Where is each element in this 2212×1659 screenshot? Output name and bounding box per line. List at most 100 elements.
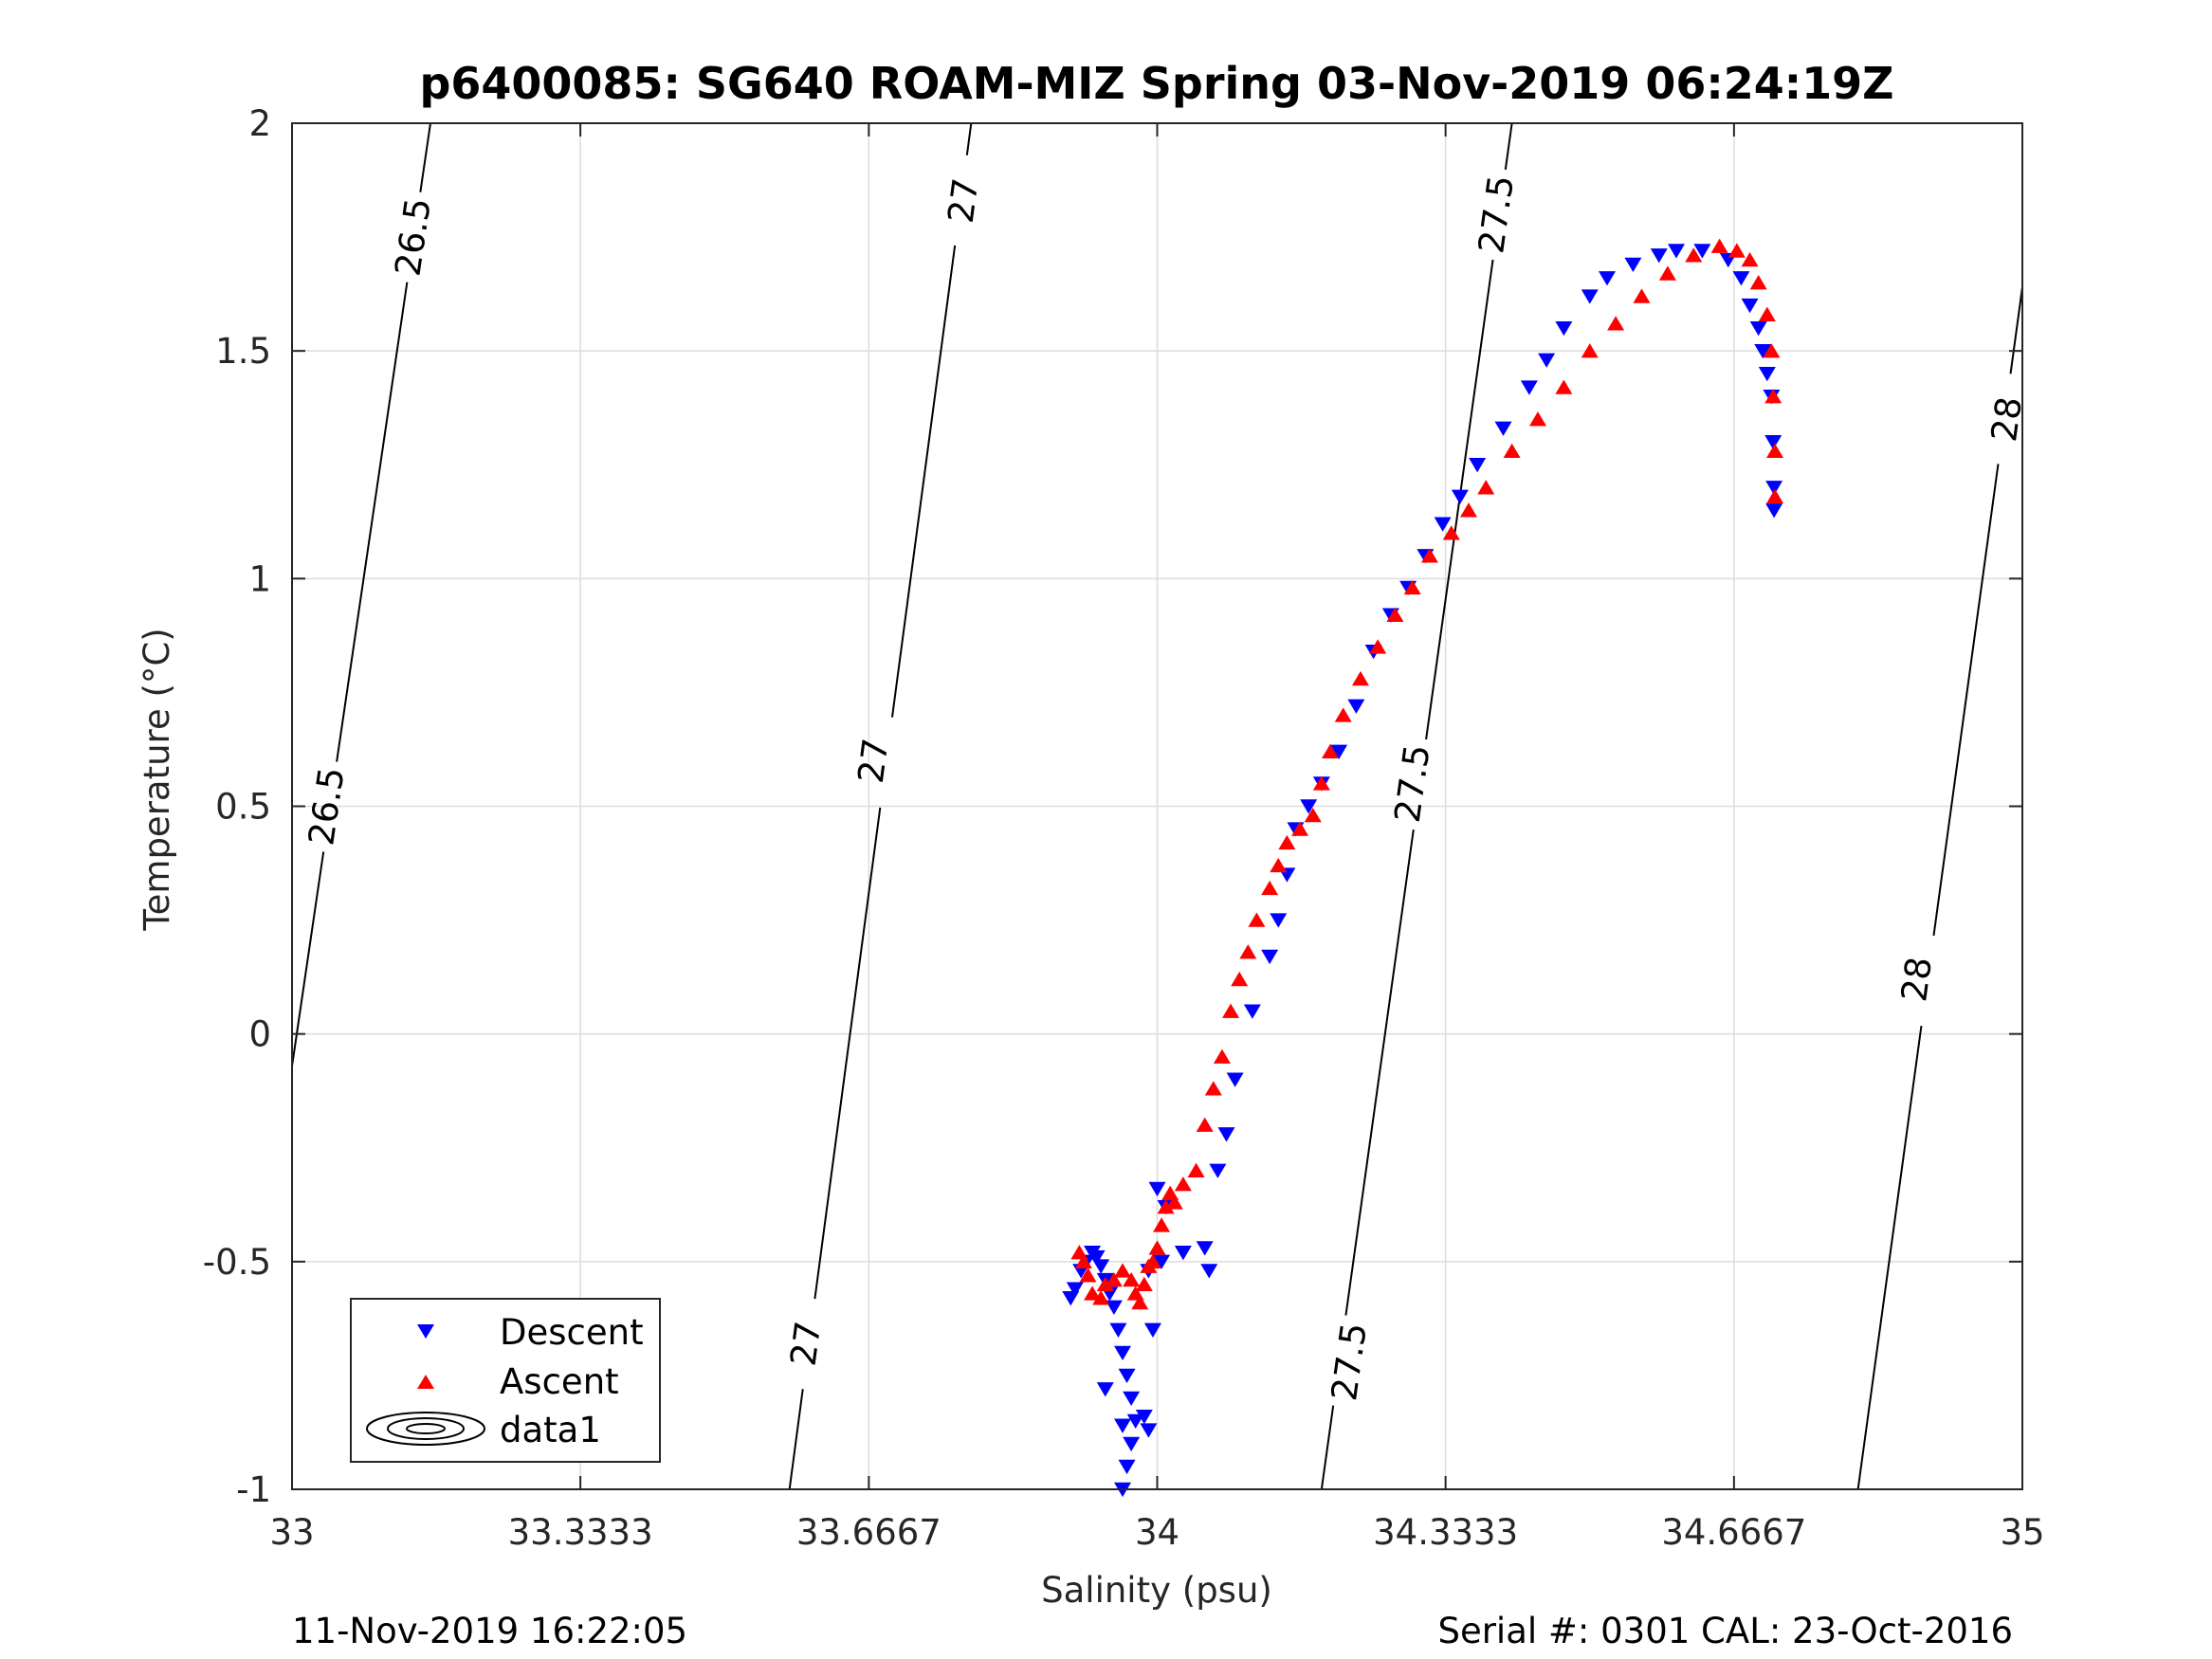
legend-ascent-label: Ascent: [500, 1361, 619, 1402]
descent-point: [1668, 244, 1685, 259]
ascent-point: [1278, 834, 1296, 850]
ascent-point: [1766, 443, 1784, 459]
descent-point: [1196, 1241, 1214, 1256]
descent-point: [1581, 289, 1599, 304]
ascent-point: [1633, 288, 1651, 303]
x-tick-label: 33.3333: [508, 1512, 653, 1553]
data-points: [1062, 238, 1784, 1498]
contour-line-26.5: [336, 282, 409, 762]
y-tick-label: -1: [236, 1469, 271, 1510]
descent-point: [1624, 257, 1642, 273]
ascent-point: [1764, 389, 1782, 404]
x-axis-ticks: 33 33.3333 33.6667 34 34.3333 34.6667 35: [269, 123, 2045, 1553]
contour-line-28: [1932, 464, 2000, 937]
contour-label: 27: [850, 736, 897, 785]
contour-label: 28: [1983, 394, 2030, 444]
descent-point: [1096, 1382, 1114, 1397]
descent-point: [1494, 421, 1512, 436]
descent-point: [1451, 489, 1469, 504]
contour-label: 27.5: [1324, 1321, 1375, 1404]
x-tick-label: 34: [1135, 1512, 1179, 1553]
descent-point: [1764, 435, 1782, 450]
ascent-point: [1143, 1253, 1161, 1269]
descent-point: [1741, 298, 1759, 314]
ascent-point: [1386, 607, 1404, 622]
ascent-point: [1291, 821, 1309, 836]
ascent-point: [1079, 1267, 1097, 1283]
ascent-point: [1096, 1276, 1114, 1292]
x-tick-label: 33.6667: [796, 1512, 941, 1553]
ascent-point: [1196, 1117, 1214, 1132]
ascent-point: [1442, 525, 1460, 540]
descent-point: [1226, 1072, 1244, 1087]
ascent-point: [1685, 247, 1703, 263]
ascent-point: [1187, 1162, 1205, 1177]
ascent-point: [1758, 306, 1776, 321]
ascent-point: [1581, 343, 1599, 358]
ascent-point: [1270, 857, 1288, 873]
footer-timestamp: 11-Nov-2019 16:22:05: [292, 1611, 687, 1651]
y-tick-label: -0.5: [203, 1242, 271, 1283]
ascent-point: [1084, 1285, 1102, 1301]
ascent-point: [1728, 243, 1746, 258]
ascent-point: [1213, 1048, 1231, 1064]
ascent-point: [1503, 443, 1521, 459]
x-tick-label: 34.3333: [1373, 1512, 1518, 1553]
ascent-point: [1131, 1294, 1149, 1310]
ascent-point: [1460, 502, 1477, 518]
x-tick-label: 35: [2000, 1512, 2044, 1553]
ascent-point: [1153, 1217, 1171, 1232]
ascent-point: [1334, 707, 1352, 722]
descent-point: [1109, 1322, 1127, 1338]
y-axis-ticks: -1 -0.5 0 0.5 1 1.5 2: [203, 103, 2022, 1510]
ascent-point: [1749, 275, 1767, 290]
y-tick-label: 1.5: [215, 331, 271, 372]
ascent-point: [1555, 379, 1573, 394]
descent-point: [1693, 244, 1711, 259]
legend-descent-marker: [417, 1324, 434, 1339]
descent-point: [1732, 271, 1750, 286]
contour-label: 27.5: [1471, 173, 1522, 256]
y-tick-label: 0: [248, 1014, 271, 1055]
contour-line-26.5: [419, 123, 431, 192]
descent-point: [1066, 1282, 1084, 1297]
y-tick-label: 2: [248, 103, 271, 144]
descent-point: [1749, 320, 1767, 337]
ascent-point: [1157, 1199, 1175, 1214]
descent-point: [1538, 353, 1556, 368]
contour-line-27: [890, 245, 957, 718]
descent-point: [1599, 271, 1616, 286]
descent-point: [1754, 343, 1772, 359]
legend-ascent-marker: [417, 1375, 434, 1389]
density-contours: 26.5 26.5 27 27 27 27.5 27.5 27.5 28 28: [292, 123, 2030, 1489]
legend-box: [350, 1298, 661, 1463]
legend-data1-label: data1: [500, 1410, 601, 1450]
descent-point: [1200, 1264, 1218, 1279]
ascent-point: [1204, 1081, 1222, 1096]
ascent-point: [1304, 808, 1322, 823]
descent-point: [1261, 949, 1279, 965]
descent-point: [1270, 913, 1288, 928]
ascent-point: [1403, 579, 1421, 595]
ascent-point: [1710, 238, 1728, 253]
descent-point: [1765, 503, 1783, 519]
descent-point: [1434, 517, 1452, 532]
contour-line-27.5: [1344, 829, 1415, 1316]
descent-point: [1347, 699, 1365, 714]
ascent-point: [1261, 880, 1279, 896]
descent-point: [1520, 380, 1538, 395]
ascent-point: [1231, 971, 1249, 987]
contour-line-28: [1856, 1025, 1923, 1489]
chart-title: p6400085: SG640 ROAM-MIZ Spring 03-Nov-2…: [419, 58, 1893, 109]
ascent-point: [1420, 548, 1438, 563]
descent-point: [1148, 1181, 1166, 1197]
descent-point: [1758, 366, 1776, 382]
y-tick-label: 1: [248, 558, 271, 599]
ascent-point: [1741, 252, 1759, 267]
contour-label: 26.5: [387, 195, 439, 279]
descent-point: [1118, 1459, 1136, 1475]
ascent-point: [1123, 1271, 1141, 1287]
x-tick-label: 33: [269, 1512, 314, 1553]
y-axis-label: Temperature (°C): [137, 628, 177, 931]
